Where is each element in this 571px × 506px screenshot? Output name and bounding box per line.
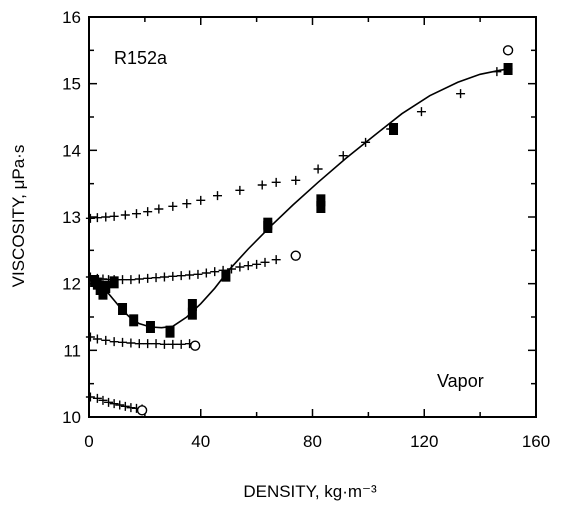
data-point-plus <box>143 207 153 217</box>
data-point-plus <box>109 337 119 347</box>
data-point-plus <box>196 195 206 205</box>
data-point-plus <box>176 339 186 349</box>
data-point-circle <box>189 340 201 351</box>
data-point-plus <box>185 270 195 280</box>
data-point-circle <box>290 250 301 261</box>
data-point-plus <box>213 191 223 201</box>
data-point-plus <box>260 257 270 267</box>
data-point-square <box>129 314 139 327</box>
y-tick-label: 16 <box>62 8 81 27</box>
data-point-plus <box>313 164 323 174</box>
data-point-plus <box>182 199 192 209</box>
data-point-plus <box>134 339 144 349</box>
data-point-plus <box>416 107 426 117</box>
data-point-plus <box>271 177 281 187</box>
data-point-plus <box>120 401 130 411</box>
data-point-square <box>316 201 326 213</box>
data-point-plus <box>492 67 502 77</box>
plot-frame <box>88 16 537 418</box>
data-point-square <box>101 281 111 293</box>
data-point-plus <box>104 397 114 407</box>
data-point-plus <box>120 210 130 220</box>
x-axis-label: DENSITY, kg·m⁻³ <box>243 482 377 501</box>
data-point-plus <box>126 275 136 285</box>
data-point-plus <box>176 271 186 281</box>
data-point-plus <box>134 274 144 284</box>
y-tick-label: 13 <box>62 208 81 227</box>
data-point-square <box>165 325 175 338</box>
data-point-plus <box>98 395 108 405</box>
data-point-square <box>187 307 197 320</box>
data-point-square <box>503 63 513 75</box>
data-point-plus <box>210 267 220 277</box>
data-point-plus <box>101 335 111 345</box>
data-point-plus <box>159 339 169 349</box>
data-point-circle <box>502 45 514 56</box>
data-point-plus <box>92 334 102 344</box>
x-tick-label: 120 <box>410 432 438 451</box>
data-point-plus <box>168 271 178 281</box>
data-point-plus <box>118 275 128 285</box>
ticks <box>88 16 537 418</box>
y-tick-label: 14 <box>62 141 81 160</box>
data-point-square <box>263 221 273 233</box>
data-point-plus <box>131 209 141 219</box>
markers <box>85 45 514 416</box>
data-point-plus <box>271 255 281 265</box>
data-point-plus <box>85 392 95 402</box>
data-point-plus <box>168 339 178 349</box>
x-tick-label: 160 <box>522 432 550 451</box>
data-point-plus <box>85 332 95 342</box>
data-point-plus <box>252 259 262 269</box>
data-point-plus <box>109 399 119 409</box>
data-point-plus <box>235 185 245 195</box>
data-point-plus <box>456 89 466 99</box>
data-point-plus <box>193 269 203 279</box>
data-point-plus <box>143 273 153 283</box>
x-tick-label: 80 <box>303 432 322 451</box>
fit-curve <box>88 68 509 329</box>
data-point-plus <box>235 262 245 272</box>
data-point-plus <box>151 273 161 283</box>
data-point-plus <box>115 400 125 410</box>
data-point-square <box>145 321 155 333</box>
data-point-plus <box>291 175 301 185</box>
data-point-plus <box>201 268 211 278</box>
y-tick-label: 10 <box>62 408 81 427</box>
data-point-plus <box>154 204 164 214</box>
data-point-circle <box>136 405 148 416</box>
y-axis-label: VISCOSITY, μPa·s <box>9 145 28 288</box>
data-point-square <box>118 303 128 315</box>
data-point-plus <box>361 137 371 147</box>
data-point-square <box>109 276 119 289</box>
y-tick-label: 15 <box>62 75 81 94</box>
y-tick-label: 12 <box>62 275 81 294</box>
x-tick-label: 0 <box>84 432 93 451</box>
data-point-plus <box>168 201 178 211</box>
data-point-plus <box>257 180 267 190</box>
data-point-plus <box>101 212 111 222</box>
tick-labels: 0 40 80 120 160 10 11 12 13 14 15 16 <box>62 8 550 451</box>
data-point-plus <box>338 151 348 161</box>
data-point-plus <box>151 339 161 349</box>
y-tick-label: 11 <box>63 341 81 360</box>
x-tick-label: 40 <box>191 432 210 451</box>
data-point-plus <box>92 213 102 223</box>
data-point-plus <box>118 337 128 347</box>
data-point-square <box>389 123 399 135</box>
data-point-square <box>98 287 108 300</box>
data-point-square <box>187 299 197 311</box>
data-point-square <box>316 194 326 207</box>
data-point-plus <box>226 264 236 274</box>
annotation-fluid: R152a <box>114 48 168 68</box>
data-point-plus <box>159 272 169 282</box>
data-point-plus <box>92 393 102 403</box>
data-point-plus <box>143 339 153 349</box>
data-point-square <box>221 269 231 282</box>
data-point-plus <box>109 211 119 221</box>
data-point-plus <box>243 261 253 271</box>
annotation-phase: Vapor <box>437 371 484 391</box>
data-point-plus <box>126 338 136 348</box>
